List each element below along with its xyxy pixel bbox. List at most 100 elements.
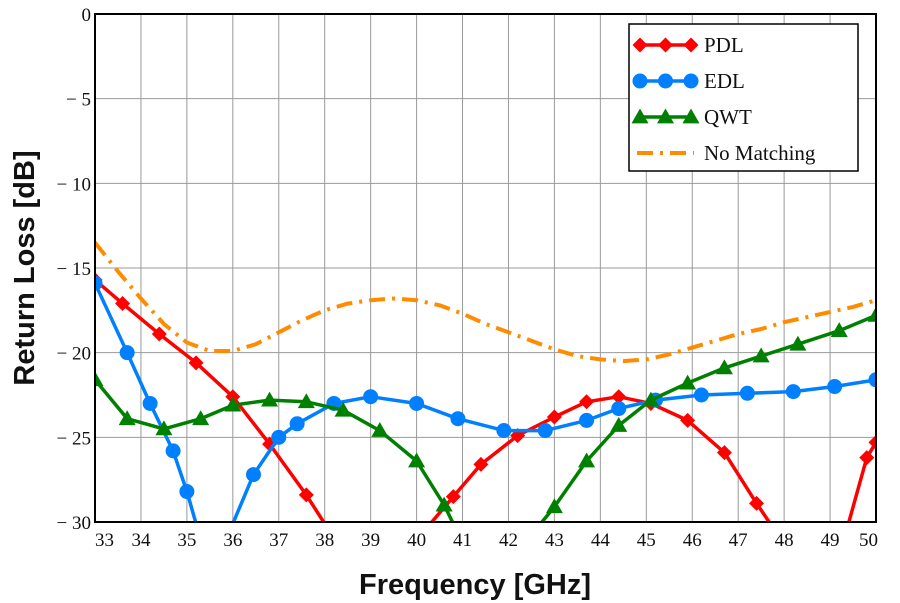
data-point-edl	[537, 423, 553, 439]
data-point-pdl	[473, 456, 489, 472]
data-point-qwt	[830, 322, 848, 338]
x-tick-label: 42	[499, 530, 518, 551]
data-point-qwt	[435, 496, 453, 512]
series-no-matching	[95, 241, 876, 364]
data-point-pdl	[546, 409, 562, 425]
data-point-pdl	[716, 445, 732, 461]
legend-marker-qwt	[682, 108, 700, 124]
x-tick-label: 44	[591, 530, 611, 551]
x-tick-label: 45	[637, 530, 656, 551]
data-point-qwt	[192, 410, 210, 426]
y-tick-labels: 0 − 5 − 10 − 15 − 20 − 25 − 30	[57, 5, 91, 534]
data-point-qwt	[224, 396, 242, 412]
legend-label-qwt: QWT	[704, 105, 752, 129]
data-point-edl	[119, 345, 135, 361]
y-tick-label: − 30	[57, 513, 91, 534]
data-point-edl	[142, 395, 158, 411]
x-tick-label: 49	[821, 530, 840, 551]
data-point-edl	[289, 416, 305, 432]
x-tick-label: 48	[775, 530, 794, 551]
series-layer	[95, 241, 876, 522]
data-point-qwt	[715, 359, 733, 375]
legend-marker-qwt	[657, 108, 674, 124]
data-point-pdl	[859, 450, 875, 466]
data-point-qwt	[118, 410, 136, 426]
x-tick-label: 33	[95, 530, 114, 551]
x-tick-label: 38	[315, 530, 334, 551]
legend-entry-no-matching: No Matching	[637, 141, 816, 165]
legend: PDL EDL QWT No Matching	[628, 23, 859, 172]
data-point-qwt	[155, 420, 173, 436]
x-tick-label: 36	[223, 530, 242, 551]
series-edl	[95, 275, 876, 522]
y-tick-label: − 25	[57, 428, 91, 449]
data-point-qwt	[334, 401, 352, 417]
data-point-qwt	[297, 393, 315, 409]
x-tick-label: 34	[131, 530, 151, 551]
data-point-edl	[363, 389, 379, 405]
legend-marker-edl	[632, 73, 648, 89]
data-point-edl	[693, 387, 709, 403]
data-point-pdl	[749, 495, 765, 511]
legend-label-edl: EDL	[704, 69, 745, 93]
legend-marker-edl	[658, 73, 673, 89]
data-point-qwt	[408, 452, 426, 468]
x-tick-label: 39	[361, 530, 380, 551]
x-tick-label: 40	[407, 530, 426, 551]
data-point-pdl	[579, 394, 595, 410]
legend-entry-pdl: PDL	[632, 33, 744, 57]
plot-frame	[94, 13, 877, 523]
data-point-qwt	[261, 391, 279, 407]
x-tick-label: 41	[453, 530, 472, 551]
data-point-edl	[95, 275, 103, 291]
data-point-qwt	[752, 347, 770, 363]
data-point-qwt	[789, 335, 807, 351]
x-tick-label: 46	[683, 530, 702, 551]
data-point-edl	[579, 412, 595, 428]
data-point-pdl	[115, 296, 131, 312]
data-point-pdl	[868, 434, 876, 450]
data-point-edl	[179, 484, 195, 500]
data-point-qwt	[867, 306, 876, 322]
series-line-no-matching	[95, 241, 876, 364]
data-point-edl	[450, 411, 466, 427]
legend-entry-edl: EDL	[632, 69, 745, 93]
data-point-qwt	[371, 422, 389, 437]
data-point-edl	[409, 395, 425, 411]
data-point-edl	[611, 401, 627, 417]
legend-marker-pdl	[632, 37, 648, 53]
legend-label-pdl: PDL	[704, 33, 744, 57]
data-point-pdl	[298, 487, 314, 503]
legend-entry-qwt: QWT	[631, 105, 752, 129]
legend-marker-qwt	[631, 108, 649, 124]
data-point-pdl	[611, 389, 627, 405]
data-point-qwt	[578, 452, 596, 468]
data-point-qwt	[679, 374, 697, 390]
data-point-qwt	[642, 391, 660, 407]
y-tick-label: − 15	[57, 259, 91, 280]
y-axis-title: Return Loss [dB]	[9, 150, 41, 385]
data-point-edl	[827, 379, 843, 395]
x-tick-label: 50	[859, 530, 878, 551]
legend-marker-pdl	[658, 37, 673, 53]
data-point-edl	[739, 385, 755, 401]
data-point-edl	[868, 372, 876, 388]
data-point-qwt	[610, 416, 628, 432]
data-point-pdl	[680, 412, 696, 428]
data-point-qwt	[545, 498, 563, 514]
data-point-edl	[785, 384, 801, 400]
data-point-pdl	[445, 489, 461, 505]
legend-marker-pdl	[683, 37, 699, 53]
legend-marker-edl	[683, 73, 699, 89]
legend-label-no-matching: No Matching	[704, 141, 816, 165]
y-tick-label: − 20	[57, 344, 91, 365]
x-tick-labels: 33 34 35 36 37 38 39 40 41 42 43 44 45 46 47 48 49 50	[95, 530, 878, 551]
data-point-qwt	[95, 371, 104, 387]
y-tick-label: − 10	[57, 174, 91, 195]
x-tick-label: 47	[729, 530, 748, 551]
x-tick-label: 43	[545, 530, 564, 551]
data-point-edl	[245, 467, 261, 483]
series-qwt	[95, 306, 876, 522]
data-point-edl	[165, 443, 181, 459]
